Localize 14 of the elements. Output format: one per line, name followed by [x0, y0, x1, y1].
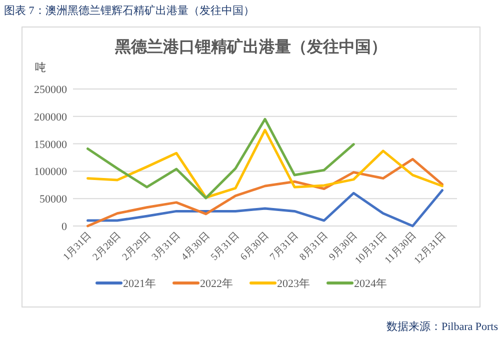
chart-title: 黑德兰港口锂精矿出港量（发往中国）: [114, 38, 387, 56]
legend-label: 2021年: [123, 278, 156, 290]
y-tick-label: 250000: [34, 84, 68, 96]
y-tick-label: 50000: [40, 194, 68, 206]
y-tick-label: 200000: [34, 111, 68, 124]
legend-label: 2024年: [354, 278, 387, 290]
y-axis-title: 吨: [35, 61, 46, 74]
y-tick-label: 100000: [34, 166, 68, 178]
annotation: 图表 7：澳洲黑德兰锂辉石精矿出港量（发往中国）: [4, 5, 254, 17]
legend-label: 2023年: [277, 278, 310, 290]
y-tick-label: 150000: [34, 138, 68, 151]
y-tick-label: 0: [62, 221, 68, 233]
legend-label: 2022年: [200, 278, 233, 290]
annotation: 数据来源：Pilbara Ports: [386, 321, 498, 333]
